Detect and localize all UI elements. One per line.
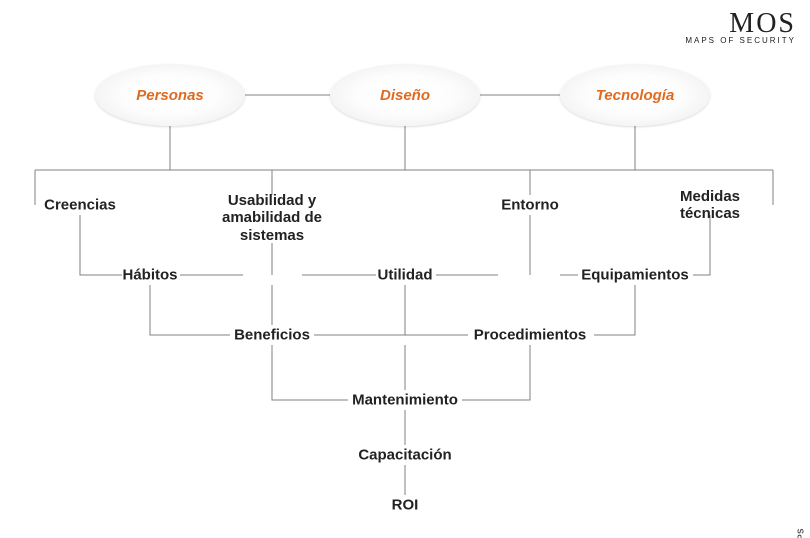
- node-creencias: Creencias: [44, 196, 116, 213]
- node-personas: Personas: [95, 64, 245, 126]
- node-procedimientos: Procedimientos: [474, 326, 587, 343]
- node-tecnologia: Tecnología: [560, 64, 710, 126]
- node-utilidad: Utilidad: [378, 266, 433, 283]
- node-beneficios: Beneficios: [234, 326, 310, 343]
- diagram-canvas: { "diagram": { "type": "tree", "backgrou…: [0, 0, 810, 538]
- node-equipamientos: Equipamientos: [581, 266, 689, 283]
- logo-sub: MAPS OF SECURITY: [685, 36, 796, 45]
- credit-brand: NODUM LAPS: [797, 528, 806, 538]
- credit-text: ©Ángel Olleros | All rights reserved NOD…: [797, 528, 806, 538]
- node-capacitacion: Capacitación: [358, 446, 451, 463]
- node-habitos: Hábitos: [122, 266, 177, 283]
- node-usabilidad: Usabilidad y amabilidad de sistemas: [222, 192, 322, 244]
- node-diseno-label: Diseño: [380, 87, 430, 104]
- logo: MOS MAPS OF SECURITY: [685, 8, 796, 45]
- node-personas-label: Personas: [136, 87, 204, 104]
- node-tecnologia-label: Tecnología: [596, 87, 675, 104]
- node-diseno: Diseño: [330, 64, 480, 126]
- node-medidas: Medidas técnicas: [660, 188, 760, 223]
- node-mantenimiento: Mantenimiento: [352, 391, 458, 408]
- node-entorno: Entorno: [501, 196, 559, 213]
- node-roi: ROI: [392, 496, 419, 513]
